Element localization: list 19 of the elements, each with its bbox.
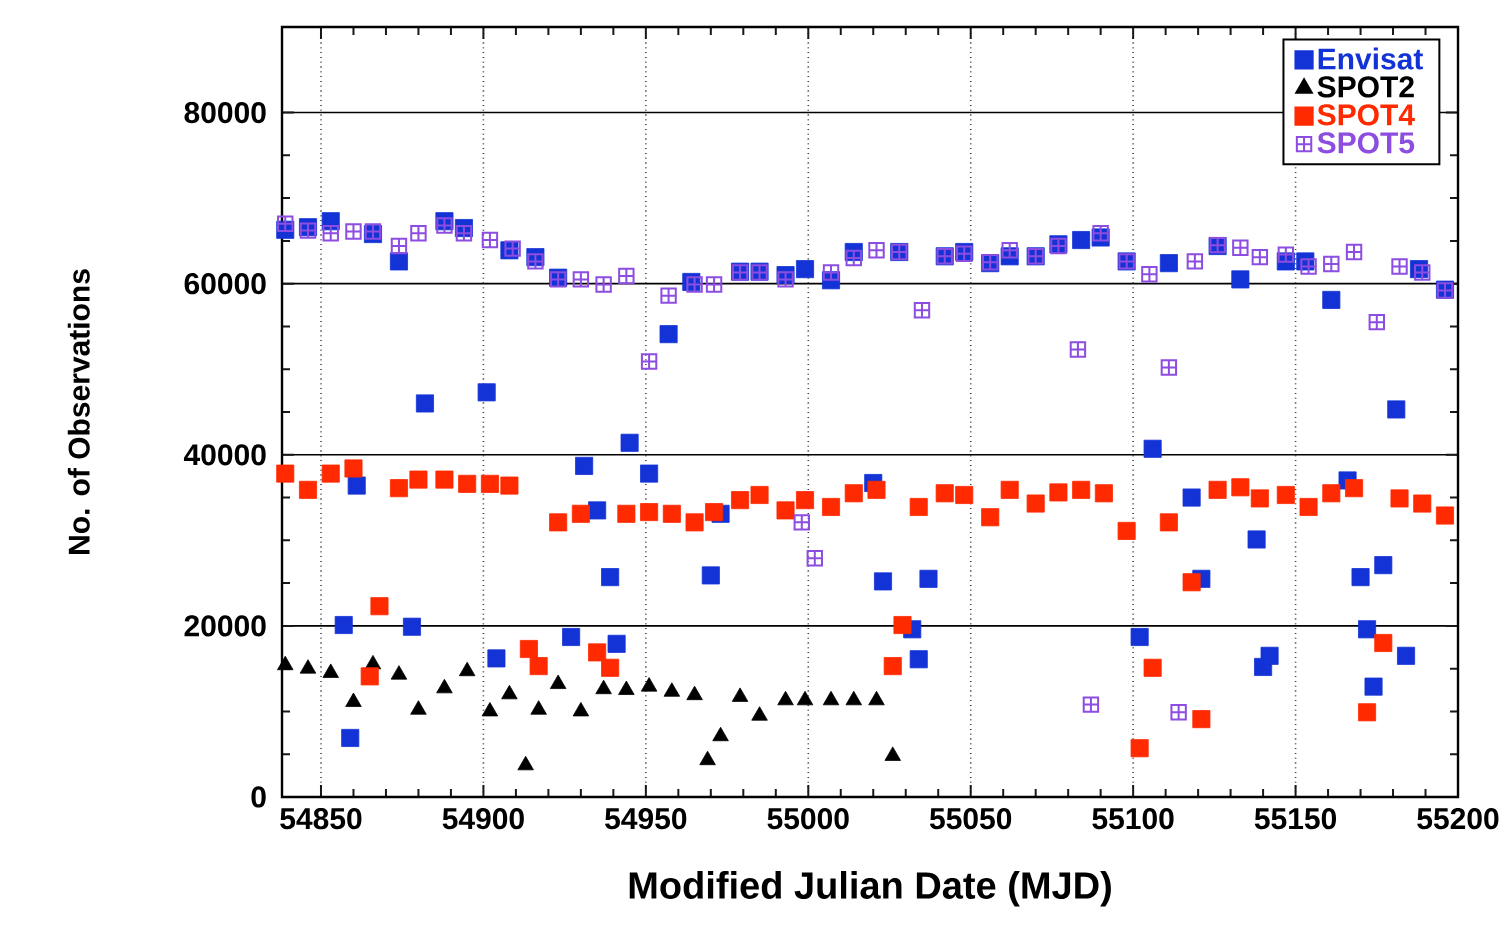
x-tick-label: 54950 <box>605 808 687 830</box>
y-tick-label: 60000 <box>184 273 266 295</box>
legend-label: SPOT5 <box>1317 132 1415 154</box>
x-axis-title: Modified Julian Date (MJD) <box>629 871 1111 907</box>
x-tick-label: 55050 <box>929 808 1012 830</box>
y-tick-label: 0 <box>251 786 266 808</box>
y-tick-label: 40000 <box>183 444 266 466</box>
y-tick-label: 20000 <box>184 615 266 637</box>
x-tick-label: 55200 <box>1417 808 1499 830</box>
y-tick-label: 80000 <box>184 101 266 124</box>
legend-label: SPOT4 <box>1317 104 1415 126</box>
x-tick-label: 54900 <box>442 808 524 830</box>
legend-label: Envisat <box>1318 47 1423 70</box>
legend-label: SPOT2 <box>1317 76 1414 98</box>
x-tick-label: 55150 <box>1254 808 1337 830</box>
x-tick-label: 55100 <box>1092 808 1174 830</box>
x-tick-label: 55000 <box>767 808 849 830</box>
y-axis-title: No. of Observations <box>67 269 90 554</box>
x-tick-label: 54850 <box>280 808 362 830</box>
